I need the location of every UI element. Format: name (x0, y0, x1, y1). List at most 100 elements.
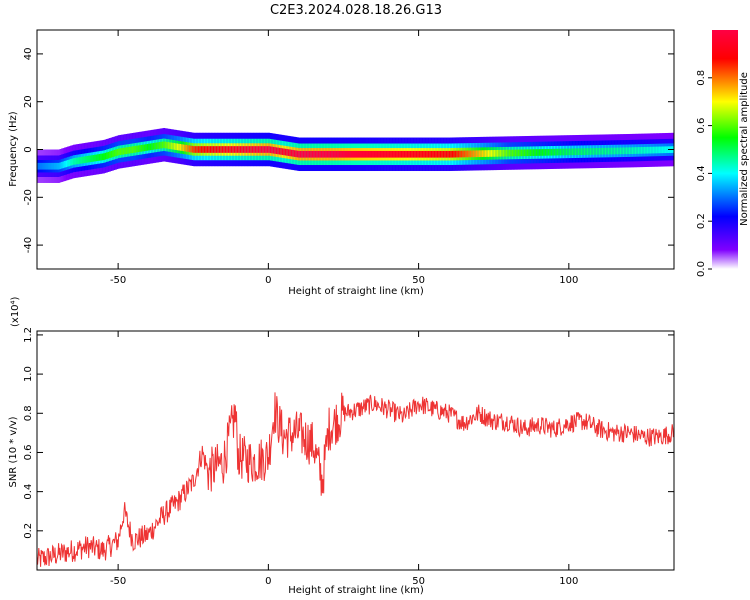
spectrogram-cell (88, 155, 90, 163)
spectrogram-cell (238, 146, 241, 153)
spectrogram-cell (106, 152, 108, 160)
spectrogram-cell (275, 147, 278, 155)
y-tick-label: 0.8 (23, 405, 34, 421)
spectrogram-cell (453, 150, 455, 158)
x-tick-label: -50 (110, 576, 126, 587)
spectrogram-cell (594, 148, 597, 155)
spectrogram-cell (49, 162, 51, 170)
spectrogram-cell (182, 144, 185, 152)
spectrogram-cell (82, 156, 84, 164)
spectrogram-cell (83, 156, 86, 164)
spectrogram-cell (184, 144, 187, 152)
snr-panel: -50 0 50 100 0.2 0.4 0.6 0.8 1.0 1.2 Height of s… (8, 296, 675, 596)
spectrogram-cell (73, 158, 75, 165)
spectrogram-cell (529, 149, 532, 157)
spectrogram-cell (610, 147, 613, 155)
snr-x-ticks: -50 0 50 100 (110, 331, 578, 587)
spectrogram-cell (131, 146, 134, 154)
spectrogram-cell (191, 145, 194, 153)
spectrogram-cell (609, 147, 612, 155)
spectrogram-cell (265, 146, 268, 153)
spectrogram-cell (142, 144, 144, 152)
spectrogram-cell (447, 150, 449, 158)
x-tick-label: 50 (412, 576, 425, 587)
spectrogram-cell (250, 146, 253, 153)
spectrogram-cell (489, 150, 492, 157)
spectrogram-cell (143, 144, 146, 152)
spectrogram-cell (277, 147, 280, 155)
spectrogram-cell (565, 148, 568, 156)
snr-y-scale-label: (x10⁴) (10, 296, 21, 327)
spectrogram-cell (397, 150, 400, 158)
spectrogram-cell (507, 149, 510, 157)
spectrogram-cell (615, 147, 618, 155)
spectrogram-cell (271, 146, 274, 154)
spectrogram-cell (77, 157, 80, 165)
y-tick-label: -20 (23, 189, 34, 205)
spectrogram-cell (346, 150, 349, 158)
spectrogram-cell (415, 150, 418, 158)
spectrogram-cell (151, 143, 153, 150)
spectrogram-cell (118, 148, 120, 156)
spectrogram-cell (535, 149, 538, 156)
spectrogram-cell (71, 158, 74, 166)
spectrogram-cell (178, 143, 181, 151)
spectrogram-cell (442, 150, 445, 158)
spectrogram-cell (531, 149, 534, 156)
spectrogram-cell (115, 149, 117, 157)
x-tick-label: 100 (559, 576, 578, 587)
spectrogram-cell (209, 146, 212, 153)
spectrogram-cell (463, 150, 466, 158)
spectrogram-panel: -50 0 50 100 -40 -20 0 20 40 Height of straight… (8, 29, 675, 297)
spectrogram-cell (296, 150, 299, 158)
y-tick-label: 0.2 (23, 523, 34, 539)
spectrogram-cell (56, 162, 59, 170)
spectrogram-cell (149, 143, 152, 151)
spectrogram-cell (332, 150, 335, 158)
spectrogram-cell (534, 149, 537, 156)
spectrogram-cell (293, 150, 296, 157)
spectrogram-cell (385, 150, 388, 158)
spectrogram-cell (396, 150, 398, 158)
spectrogram-cell (528, 149, 531, 157)
spectrogram-cell (639, 147, 642, 154)
spectrogram-cell (166, 141, 168, 149)
spectrogram-cell (281, 148, 284, 155)
spectrogram-cell (640, 147, 643, 154)
spectrogram-cell (624, 147, 627, 155)
snr-y-label: SNR (10 * v/v) (8, 416, 19, 487)
spectrogram-cell (220, 146, 223, 153)
spectrogram-cell (152, 143, 155, 150)
spectrogram-cell (50, 162, 53, 170)
spectrogram-cell (110, 150, 113, 158)
spectrogram-cell (375, 150, 377, 158)
spectrogram-cell (137, 145, 140, 153)
spectrogram-cell (97, 154, 99, 161)
spectrogram-cell (139, 145, 141, 152)
spectrogram-cell (316, 150, 319, 158)
spectrogram-cell (242, 146, 245, 153)
spectrogram-cell (341, 150, 344, 158)
spectrogram-cell (414, 150, 416, 158)
spectrogram-cell (495, 150, 498, 157)
spectrogram-cell (550, 148, 553, 156)
snr-series (36, 392, 674, 567)
figure-title: C2E3.2024.028.18.26.G13 (270, 3, 442, 18)
spectrogram-cell (657, 146, 660, 154)
spectrogram-cell (604, 147, 607, 155)
spectrogram-cell (127, 147, 129, 154)
spectrogram-cell (523, 149, 526, 157)
spectrogram-cell (628, 147, 631, 155)
spectrogram-cell (438, 150, 440, 158)
spectrogram-cell (588, 148, 591, 155)
spectrogram-cell (113, 149, 116, 157)
spectrogram-y-label: Frequency (Hz) (8, 111, 19, 187)
spectrogram-cell (134, 145, 137, 153)
spectrogram-cell (505, 149, 508, 157)
spectrogram-cell (595, 148, 598, 155)
spectrogram-cell (41, 162, 44, 170)
spectrogram-cell (325, 150, 328, 158)
spectrogram-cell (570, 148, 573, 156)
spectrogram-cell (227, 146, 230, 153)
spectrogram-cell (532, 149, 535, 156)
